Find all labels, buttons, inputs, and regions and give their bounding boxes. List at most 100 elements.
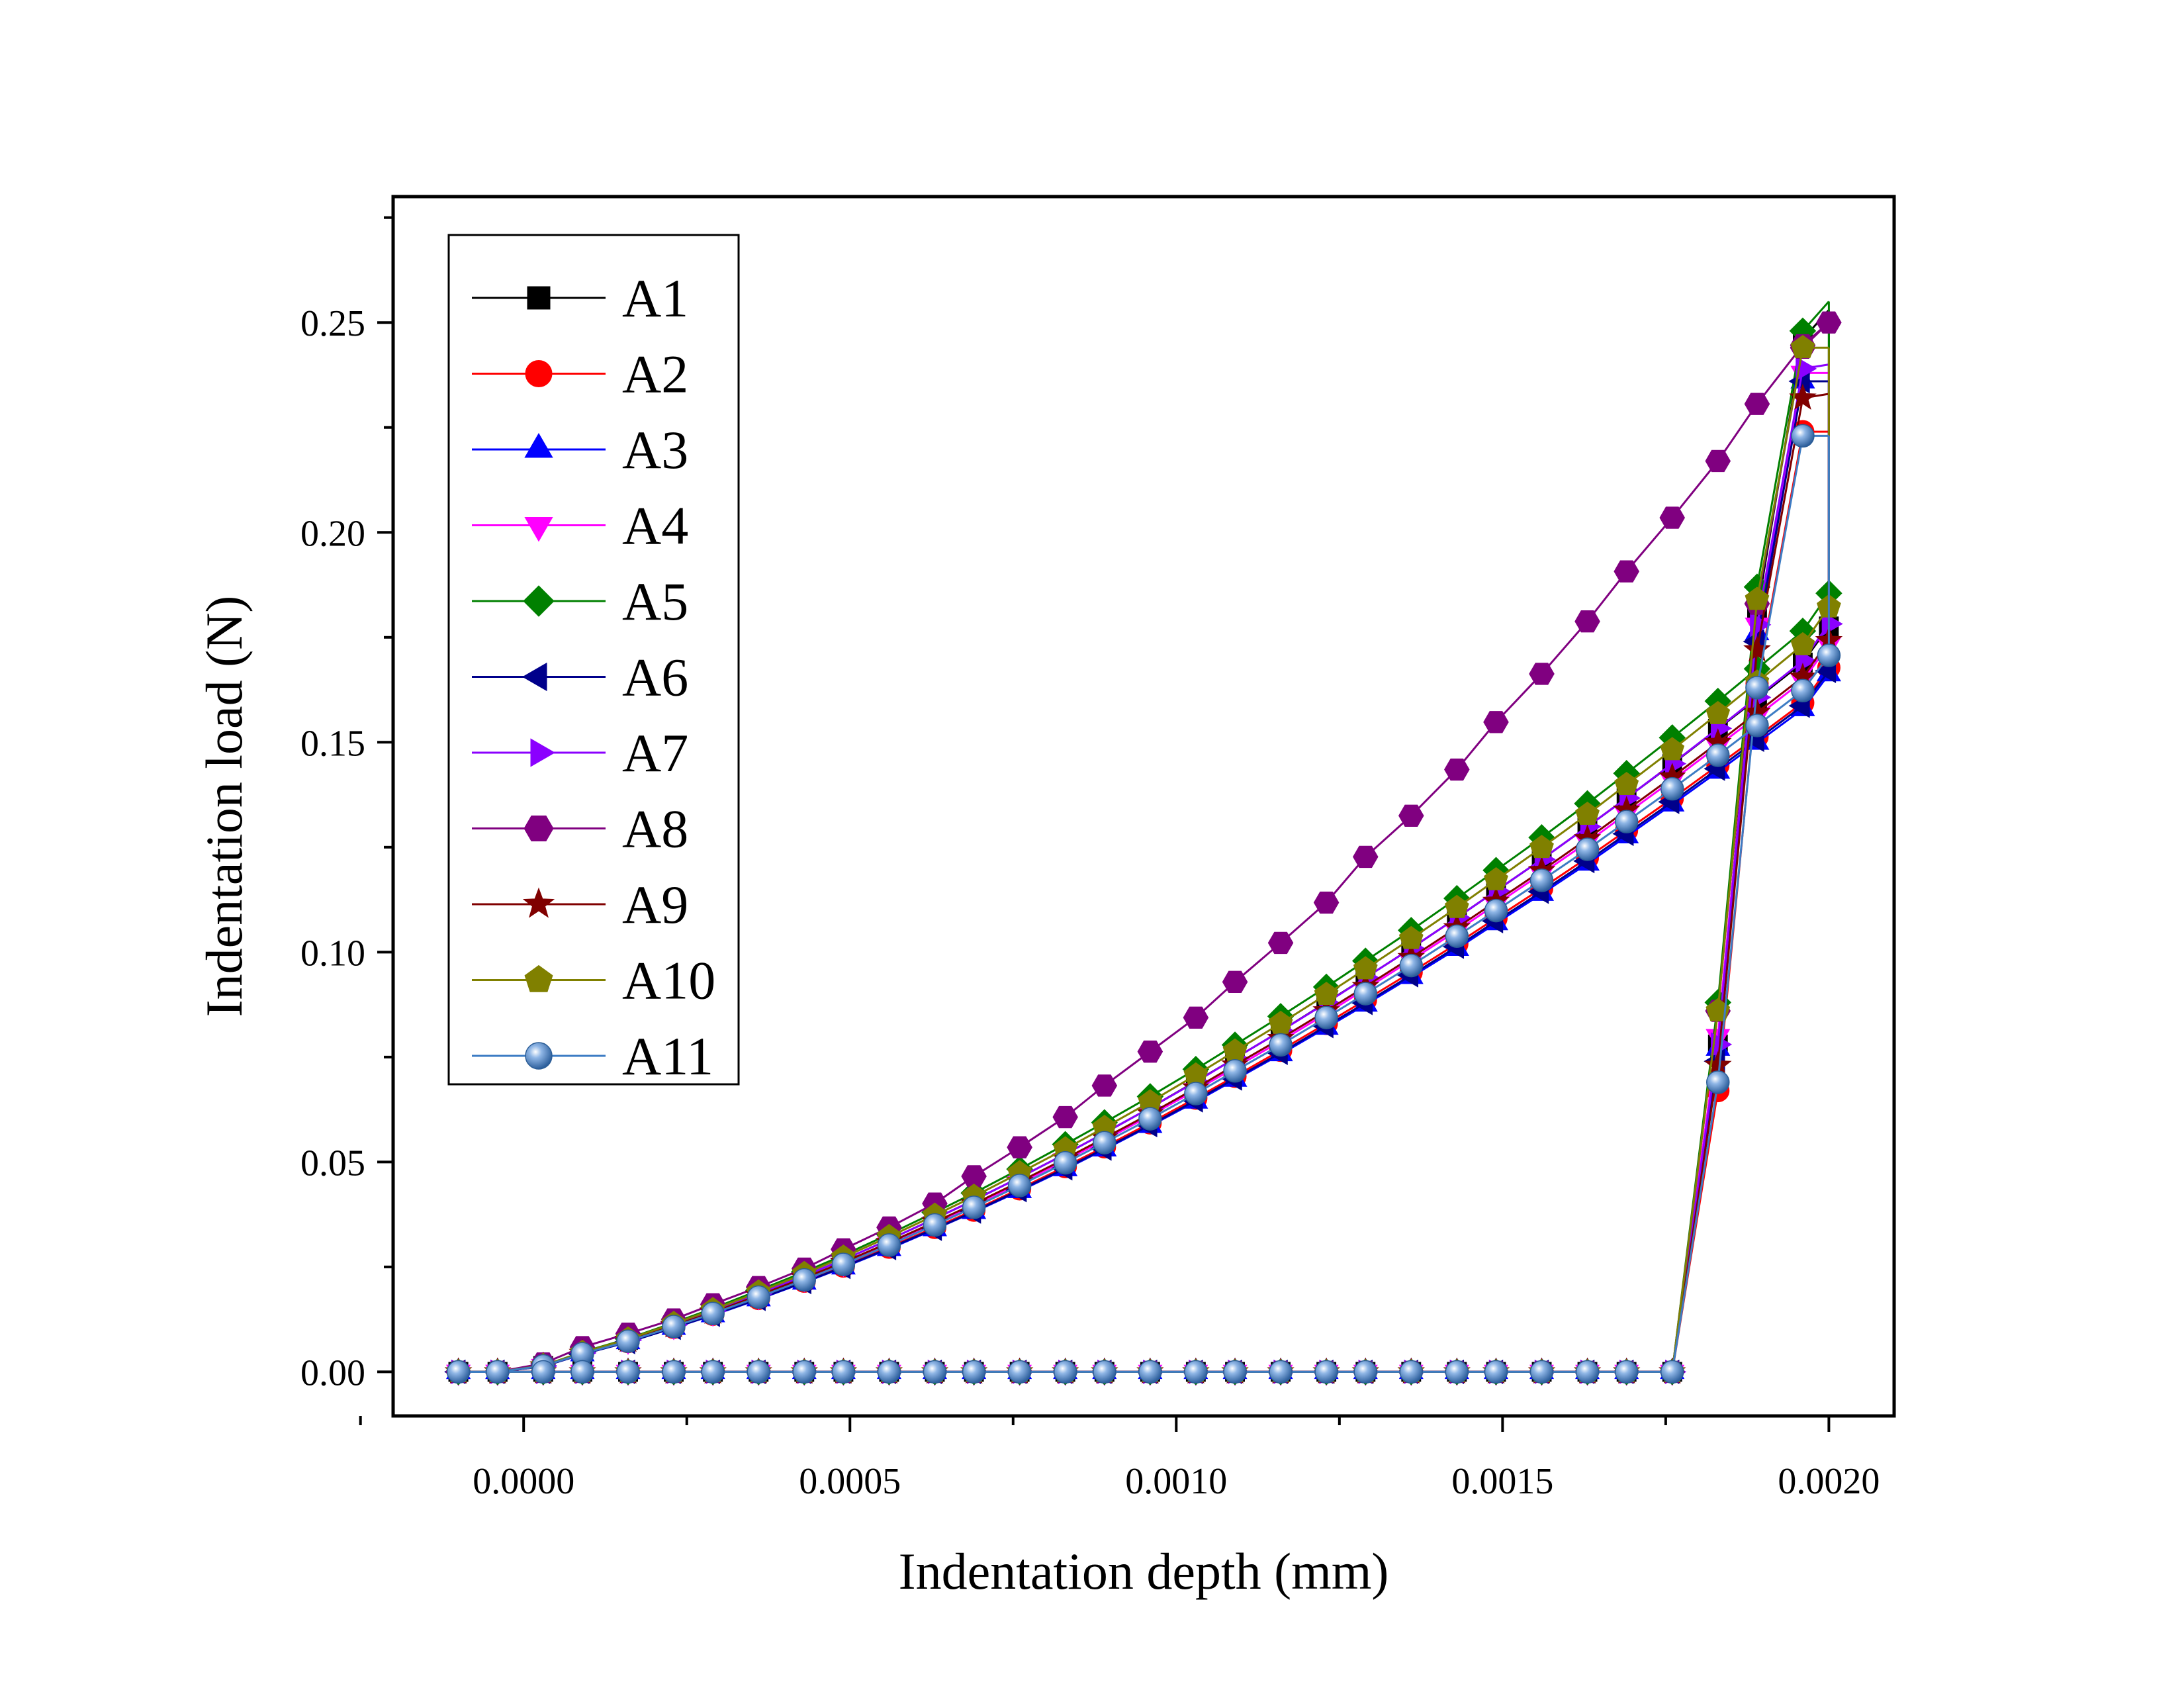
x-tick-label: 0.0010 [1125, 1461, 1227, 1502]
loading-point [1007, 1136, 1032, 1158]
loading-point [1399, 953, 1424, 978]
loading-point [1052, 1105, 1078, 1129]
unloading-point [831, 1360, 856, 1384]
loading-point [1223, 1059, 1247, 1083]
loading-point [1138, 1107, 1162, 1131]
loading-point [1398, 925, 1424, 949]
y-tick-label: 0.20 [300, 513, 365, 554]
legend-label: A4 [622, 496, 688, 556]
legend-marker [527, 286, 551, 310]
legend-label: A10 [622, 951, 715, 1011]
loading-point [1184, 1082, 1208, 1105]
loading-point [1053, 1150, 1077, 1175]
unloading-point [616, 1360, 640, 1384]
unloading-point [1314, 1360, 1338, 1384]
loading-point [792, 1268, 816, 1292]
legend-marker [525, 360, 553, 387]
loading-point [747, 1285, 770, 1309]
loading-point [1484, 898, 1508, 923]
unloading-point [1269, 1360, 1293, 1384]
unloading-point [1093, 1360, 1116, 1384]
loading-point [1313, 891, 1340, 914]
unloading-point [531, 1360, 555, 1384]
loading-point [1137, 1040, 1163, 1063]
loading-curve [458, 381, 1830, 1373]
y-tick-label: 0.25 [300, 303, 365, 344]
legend-item-A9: A9 [472, 874, 688, 935]
legend-item-A3: A3 [472, 420, 688, 480]
loading-point [1614, 560, 1639, 583]
loading-point [1817, 643, 1841, 667]
unloading-point [1745, 586, 1770, 610]
legend-marker [524, 517, 553, 542]
legend-marker [524, 432, 553, 458]
unloading-point [1660, 1360, 1684, 1384]
loading-point [1483, 711, 1509, 733]
legend-item-A2: A2 [472, 344, 688, 404]
legend-item-A10: A10 [472, 951, 715, 1011]
loading-point [923, 1213, 947, 1237]
loading-point [1444, 894, 1469, 918]
loading-point [1614, 810, 1639, 833]
plot-frame [391, 195, 1896, 1418]
legend-marker [522, 662, 547, 692]
loading-point [1398, 804, 1424, 827]
loading-point [1706, 743, 1730, 767]
legend-item-A6: A6 [472, 647, 688, 708]
legend-label: A5 [622, 571, 688, 632]
legend-item-A7: A7 [472, 723, 688, 783]
loading-point [1575, 802, 1600, 825]
axis-ticks: 0.0000 0.0005 0.0010 0.0015 0.0020 0.00 0.05 0.… [300, 216, 1880, 1502]
loading-point [1353, 982, 1378, 1006]
loading-point [1444, 758, 1470, 781]
x-tick-label: 0.0005 [799, 1461, 901, 1502]
loading-point [1007, 1174, 1032, 1197]
loading-point [1484, 867, 1508, 890]
unloading-point [1575, 1360, 1600, 1384]
unloading-point [486, 1360, 510, 1384]
loading-point [1745, 714, 1769, 737]
loading-point [662, 1315, 686, 1338]
unloading-point [1743, 635, 1771, 662]
unloading-point [962, 1360, 986, 1384]
loading-point [1744, 393, 1770, 415]
series-A11 [446, 424, 1841, 1384]
legend-item-A5: A5 [472, 571, 688, 632]
loading-point [1529, 663, 1555, 685]
legend-label: A3 [622, 420, 688, 480]
unloading-point [446, 1360, 471, 1384]
series-layer [444, 301, 1843, 1386]
y-tick-label: 0.05 [300, 1143, 365, 1184]
loading-point [1816, 311, 1842, 334]
loading-point [1314, 1006, 1338, 1030]
loading-curve [458, 348, 1830, 1373]
loading-point [1790, 632, 1815, 655]
loading-point [1445, 924, 1469, 948]
legend-marker [530, 738, 555, 767]
legend-marker [525, 1042, 553, 1070]
legend-label: A2 [622, 344, 688, 404]
unloading-point [1745, 676, 1769, 700]
loading-point [1267, 931, 1294, 955]
unloading-point [1223, 1360, 1247, 1384]
legend-marker [523, 815, 554, 842]
unloading-point [1484, 1360, 1508, 1384]
x-axis-title: Indentation depth (mm) [899, 1542, 1389, 1600]
legend-marker [524, 964, 553, 992]
loading-point [1352, 845, 1379, 868]
y-tick-label: 0.00 [300, 1352, 365, 1393]
loading-point [1614, 772, 1639, 795]
loading-point [1659, 506, 1686, 529]
loading-curve [458, 394, 1830, 1373]
loading-point [1575, 837, 1600, 861]
loading-point [831, 1252, 856, 1276]
unloading-point [570, 1360, 594, 1384]
loading-point [1660, 737, 1685, 761]
unloading-point [1791, 424, 1815, 448]
legend-label: A7 [622, 723, 688, 783]
unloading-point [1007, 1360, 1032, 1384]
y-tick-label: 0.10 [300, 933, 365, 974]
loading-point [1183, 1006, 1209, 1029]
loading-point [1314, 982, 1339, 1006]
